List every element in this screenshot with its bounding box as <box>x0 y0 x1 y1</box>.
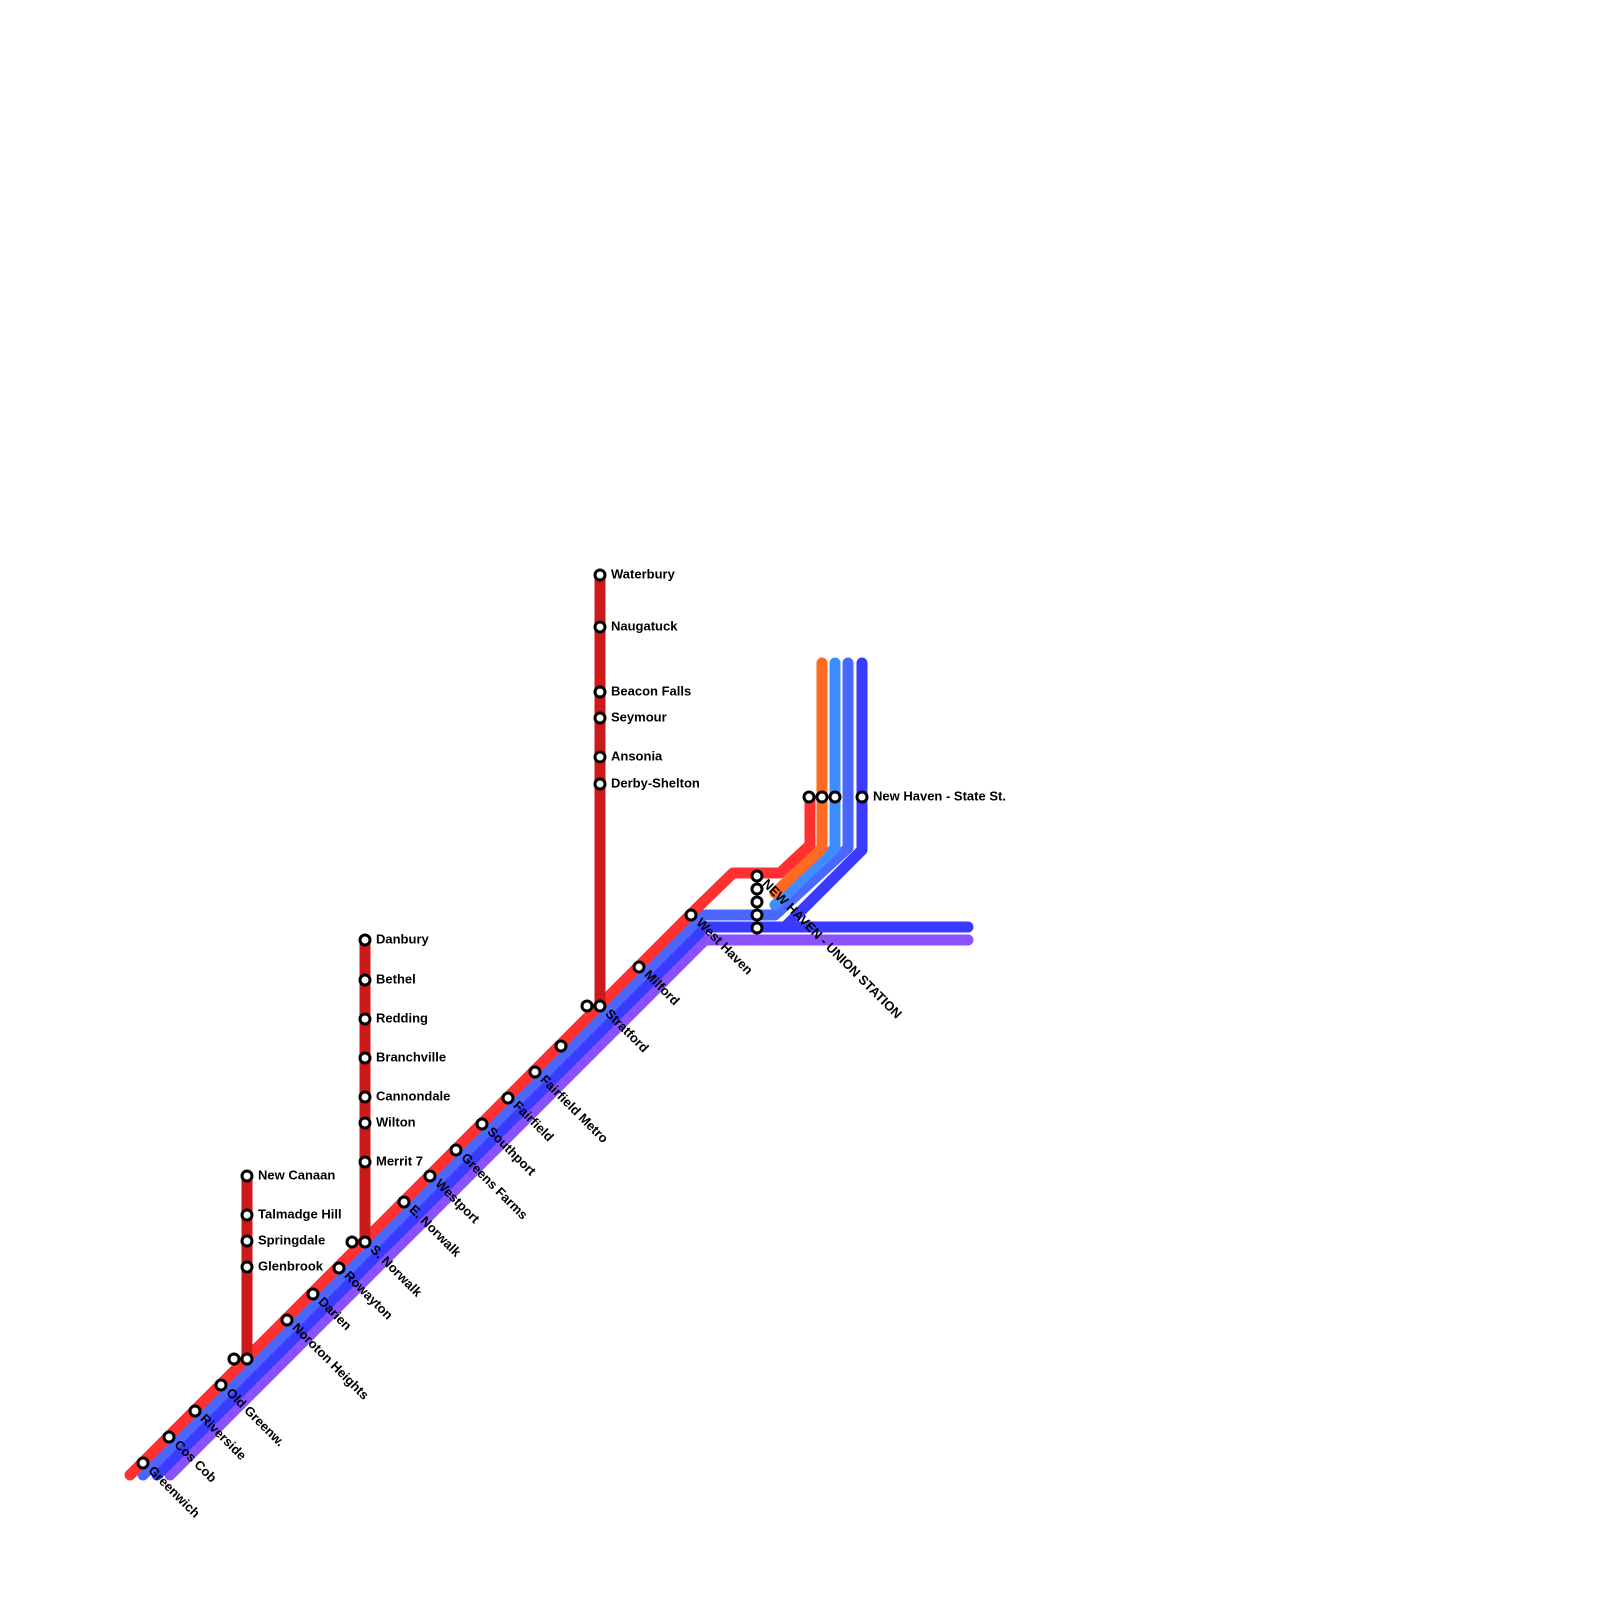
station-label: Merrit 7 <box>376 1153 423 1168</box>
station <box>449 1143 463 1157</box>
station <box>580 999 594 1013</box>
station-label: Redding <box>376 1010 428 1025</box>
orange-line <box>769 657 828 899</box>
station-label: Glenbrook <box>258 1258 324 1273</box>
station <box>802 790 816 804</box>
station <box>358 1051 372 1065</box>
station <box>554 1039 568 1053</box>
blue-line <box>137 657 854 1481</box>
station-label: Talmadge Hill <box>258 1206 342 1221</box>
station <box>358 973 372 987</box>
station-label: Branchville <box>376 1049 446 1064</box>
station-label: Ansonia <box>611 748 663 763</box>
light-blue-line <box>769 657 841 911</box>
station-label: Derby-Shelton <box>611 775 700 790</box>
station <box>528 1065 542 1079</box>
station <box>358 1090 372 1104</box>
station-label: NEW HAVEN - UNION STATION <box>759 876 904 1021</box>
station <box>240 1260 254 1274</box>
station <box>227 1352 241 1366</box>
station-label: Beacon Falls <box>611 683 691 698</box>
station <box>750 895 764 909</box>
station <box>240 1234 254 1248</box>
station <box>632 960 646 974</box>
station <box>358 1012 372 1026</box>
station <box>358 933 372 947</box>
station <box>423 1169 437 1183</box>
station-label: Danbury <box>376 931 430 946</box>
red-line <box>124 791 816 1481</box>
station <box>240 1208 254 1222</box>
station <box>136 1456 150 1470</box>
station <box>358 1155 372 1169</box>
station <box>855 790 869 804</box>
lines <box>124 569 974 1481</box>
station <box>306 1287 320 1301</box>
indigo-line <box>151 657 974 1481</box>
station <box>280 1313 294 1327</box>
station <box>358 1235 372 1249</box>
station <box>214 1378 228 1392</box>
station-label: Bethel <box>376 971 416 986</box>
station <box>750 869 764 883</box>
unlabeled-stations <box>227 790 842 1366</box>
station <box>162 1430 176 1444</box>
station-label: Naugatuck <box>611 618 678 633</box>
station-label: Cannondale <box>376 1088 450 1103</box>
station-label: New Haven - State St. <box>873 788 1006 803</box>
station <box>593 750 607 764</box>
station-label: Wilton <box>376 1114 416 1129</box>
station-label: Seymour <box>611 709 667 724</box>
station <box>397 1195 411 1209</box>
station <box>240 1169 254 1183</box>
station-label: New Canaan <box>258 1167 335 1182</box>
station <box>358 1116 372 1130</box>
station <box>750 921 764 935</box>
station-label: Waterbury <box>611 566 676 581</box>
station <box>345 1235 359 1249</box>
station <box>188 1404 202 1418</box>
station <box>815 790 829 804</box>
station <box>593 620 607 634</box>
station <box>593 999 607 1013</box>
station <box>593 711 607 725</box>
station <box>750 908 764 922</box>
station <box>240 1352 254 1366</box>
station <box>501 1091 515 1105</box>
station <box>750 882 764 896</box>
purple-line <box>164 934 974 1481</box>
station <box>475 1117 489 1131</box>
station <box>332 1261 346 1275</box>
station-label: Noroton Heights <box>289 1320 372 1403</box>
station <box>593 685 607 699</box>
station-label: Springdale <box>258 1232 325 1247</box>
station <box>593 777 607 791</box>
station <box>828 790 842 804</box>
station <box>593 568 607 582</box>
station <box>684 908 698 922</box>
